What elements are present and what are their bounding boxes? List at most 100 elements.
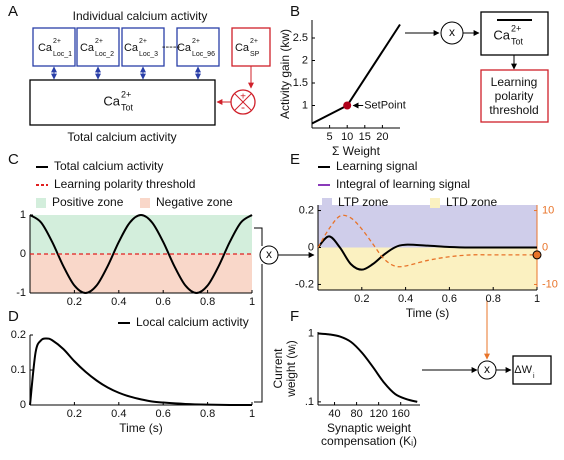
diagram-title: Individual calcium activity: [73, 9, 208, 23]
series-line: [29, 337, 253, 407]
x-tick-label: 80: [350, 408, 362, 420]
x-tick-label: 10: [341, 131, 353, 143]
x-axis-label: compensation (Kᵢ): [321, 434, 417, 448]
legend-label: Local calcium activity: [136, 315, 249, 329]
comparator-sign: +: [240, 92, 246, 103]
legend-zone-swatch: [36, 198, 46, 208]
threshold-text: Learning: [491, 75, 538, 89]
panel-label: F: [290, 308, 299, 325]
y2-tick-label: 0: [542, 241, 548, 253]
y-tick-label: .1: [305, 396, 314, 408]
panel-label: B: [290, 3, 300, 20]
local-box: [76, 27, 120, 67]
legend-label: Positive zone: [52, 195, 124, 209]
label-base: Ca: [177, 42, 192, 54]
mean-box: [480, 11, 549, 56]
y-tick-label: 1: [20, 209, 26, 221]
label-base: Ca: [124, 42, 139, 54]
y-tick-label: 0.2: [11, 329, 26, 341]
y2-tick-label: 10: [542, 204, 554, 216]
y-tick-label: 0.1: [11, 364, 26, 376]
label-sup: 2+: [250, 38, 258, 45]
y-tick-label: 0: [308, 241, 314, 253]
y-tick-label: 2: [302, 54, 308, 66]
x-tick-label: 0.4: [111, 296, 126, 308]
x-tick-label: 40: [328, 408, 340, 420]
legend-zone-swatch: [430, 198, 440, 208]
threshold-text: polarity: [495, 89, 534, 103]
x-axis-label: Synaptic weight: [327, 421, 412, 435]
label-sup: 2+: [192, 38, 200, 45]
label-base: Ca: [80, 42, 95, 54]
panel-a-diagram: [29, 27, 271, 126]
zone: [30, 215, 252, 254]
label-sub: Tot: [511, 36, 524, 46]
label-base: Ca: [38, 42, 53, 54]
multiply-sign: x: [484, 362, 490, 376]
label-sub: Loc_3: [139, 51, 158, 58]
series-line: [317, 235, 537, 271]
y2-tick-label: -10: [542, 278, 558, 290]
panel-label: E: [290, 151, 300, 168]
label-sub: i: [533, 373, 535, 380]
local-box: [121, 27, 165, 67]
x-tick-label: 5: [327, 131, 333, 143]
y-tick-label: -0.2: [295, 278, 314, 290]
x-tick-label: 1: [249, 408, 255, 420]
label-base: Ca: [103, 93, 120, 108]
series-line: [29, 213, 253, 295]
y-axis-label: Activity gain (kw): [278, 29, 292, 119]
y-tick-label: 0: [20, 399, 26, 411]
label-sub: SP: [250, 51, 260, 58]
multiply-sign: x: [449, 25, 455, 39]
connectors: [254, 227, 552, 403]
local-box: [32, 27, 76, 67]
annotation: SetPoint: [364, 99, 406, 111]
legend-label: Negative zone: [156, 195, 233, 209]
connector: [254, 227, 263, 246]
legend-label: LTP zone: [338, 195, 389, 209]
ellipsis: -----: [162, 41, 181, 53]
x-tick-label: 120: [369, 408, 387, 420]
label-sup: 2+: [511, 23, 521, 33]
comparator-sign: -: [241, 100, 245, 114]
legend-label: LTD zone: [446, 195, 497, 209]
x-tick-label: 1: [249, 296, 255, 308]
y-tick-label: 1.5: [293, 77, 308, 89]
x-axis-label: Time (s): [406, 306, 450, 320]
x-tick-label: 0.8: [486, 293, 501, 305]
connector: [254, 264, 263, 403]
setpoint-marker: [343, 101, 352, 110]
x-tick-label: 0.4: [398, 293, 413, 305]
total-box: [29, 79, 216, 126]
label-sup: 2+: [139, 38, 147, 45]
comparator-cross: [234, 93, 252, 111]
panel-label: C: [8, 151, 19, 168]
label-sup: 2+: [53, 38, 61, 45]
panel-label: D: [8, 308, 19, 325]
zone: [318, 247, 537, 290]
threshold-box: [480, 69, 549, 123]
x-tick-label: 0.6: [156, 296, 171, 308]
x-tick-label: 20: [376, 131, 388, 143]
label-sub: Loc_96: [192, 51, 215, 58]
panel-b-diagram: [405, 11, 549, 123]
x-tick-label: 0.4: [111, 408, 126, 420]
label-sup: 2+: [121, 89, 131, 99]
zone: [318, 205, 537, 248]
x-tick-label: 0.8: [200, 296, 215, 308]
legend-label: Learning polarity threshold: [54, 177, 195, 191]
x-tick-label: 1: [534, 293, 540, 305]
end-marker: [532, 250, 542, 260]
legend-label: Learning signal: [336, 159, 417, 173]
label-sub: Tot: [121, 102, 134, 112]
x-tick-label: 15: [359, 131, 371, 143]
legend-label: Integral of learning signal: [336, 177, 470, 191]
y-axis-label: weight (wᵢ): [284, 340, 298, 398]
delta-box: [512, 355, 552, 385]
label-base: Ca: [235, 42, 250, 54]
y-tick-label: 1: [308, 327, 314, 339]
x-tick-label: 160: [392, 408, 410, 420]
y-tick-label: -1: [16, 287, 26, 299]
threshold-text: threshold: [489, 103, 538, 117]
